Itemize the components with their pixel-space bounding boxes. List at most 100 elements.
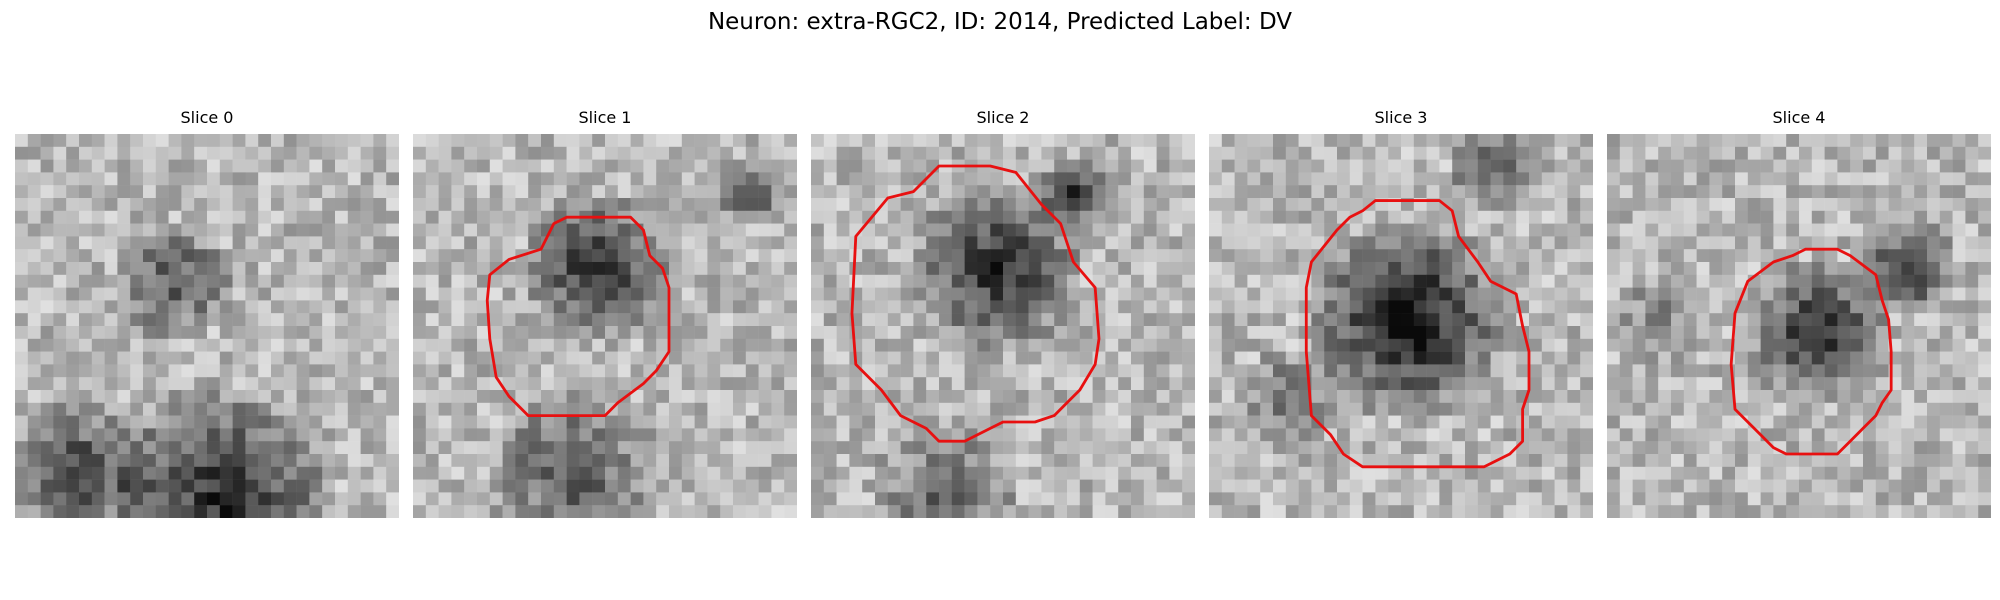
pixel	[373, 505, 387, 518]
pixel	[130, 479, 144, 493]
pixel	[1786, 402, 1800, 416]
pixel	[335, 351, 349, 365]
pixel	[1273, 223, 1287, 237]
pixel	[1952, 146, 1966, 160]
pixel	[1554, 198, 1568, 212]
pixel	[1914, 428, 1928, 442]
pixel	[1028, 249, 1042, 263]
pixel	[758, 338, 772, 352]
pixel	[1118, 249, 1132, 263]
pixel	[1952, 198, 1966, 212]
pixel	[1554, 249, 1568, 263]
pixel	[1465, 364, 1479, 378]
pixel	[347, 505, 361, 518]
pixel	[1439, 249, 1453, 263]
pixel	[373, 479, 387, 493]
pixel	[669, 351, 683, 365]
pixel	[694, 236, 708, 250]
pixel	[1658, 300, 1672, 314]
pixel	[951, 364, 965, 378]
pixel	[913, 223, 927, 237]
pixel	[322, 313, 336, 327]
pixel	[40, 338, 54, 352]
pixel	[1554, 172, 1568, 186]
pixel	[502, 236, 516, 250]
pixel	[1349, 377, 1363, 391]
pixel	[643, 210, 657, 224]
pixel	[232, 326, 246, 340]
pixel	[1541, 351, 1555, 365]
pixel	[40, 466, 54, 480]
pixel	[1632, 159, 1646, 173]
pixel	[1092, 159, 1106, 173]
pixel	[733, 210, 747, 224]
pixel	[823, 326, 837, 340]
pixel	[27, 479, 41, 493]
pixel	[1850, 492, 1864, 506]
pixel	[155, 134, 169, 148]
pixel	[1773, 338, 1787, 352]
pixel	[951, 134, 965, 148]
pixel	[1683, 262, 1697, 276]
pixel	[1850, 274, 1864, 288]
pixel	[1105, 415, 1119, 429]
pixel	[836, 505, 850, 518]
pixel	[489, 210, 503, 224]
pixel	[1452, 351, 1466, 365]
pixel	[528, 185, 542, 199]
pixel	[694, 172, 708, 186]
pixel	[1156, 185, 1170, 199]
pixel	[1131, 287, 1145, 301]
pixel	[1092, 441, 1106, 455]
pixel	[951, 249, 965, 263]
pixel	[1041, 492, 1055, 506]
pixel	[656, 338, 670, 352]
pixel	[720, 210, 734, 224]
pixel	[309, 338, 323, 352]
pixel	[130, 159, 144, 173]
pixel	[335, 441, 349, 455]
pixel	[528, 441, 542, 455]
pixel	[194, 274, 208, 288]
pixel	[1939, 505, 1953, 518]
pixel	[1401, 466, 1415, 480]
pixel	[862, 300, 876, 314]
pixel	[1041, 402, 1055, 416]
pixel	[669, 146, 683, 160]
pixel	[130, 390, 144, 404]
pixel	[386, 479, 399, 493]
pixel	[1131, 479, 1145, 493]
pixel	[413, 351, 427, 365]
pixel	[1182, 402, 1195, 416]
pixel	[836, 364, 850, 378]
pixel	[1349, 223, 1363, 237]
pixel	[322, 134, 336, 148]
pixel	[245, 441, 259, 455]
pixel	[1811, 454, 1825, 468]
pixel	[207, 249, 221, 263]
pixel	[347, 364, 361, 378]
pixel	[271, 185, 285, 199]
pixel	[1939, 223, 1953, 237]
pixel	[720, 274, 734, 288]
pixel	[15, 274, 29, 288]
pixel	[1554, 454, 1568, 468]
pixel	[1927, 479, 1941, 493]
pixel	[477, 198, 491, 212]
pixel	[913, 210, 927, 224]
pixel	[207, 223, 221, 237]
pixel	[643, 492, 657, 506]
pixel	[1209, 172, 1223, 186]
pixel	[413, 287, 427, 301]
pixel	[1490, 338, 1504, 352]
pixel	[1388, 415, 1402, 429]
pixel	[477, 390, 491, 404]
pixel	[271, 287, 285, 301]
pixel	[1169, 505, 1183, 518]
pixel	[913, 236, 927, 250]
pixel	[258, 351, 272, 365]
pixel	[1324, 402, 1338, 416]
pixel	[464, 159, 478, 173]
pixel	[322, 146, 336, 160]
pixel	[1362, 441, 1376, 455]
